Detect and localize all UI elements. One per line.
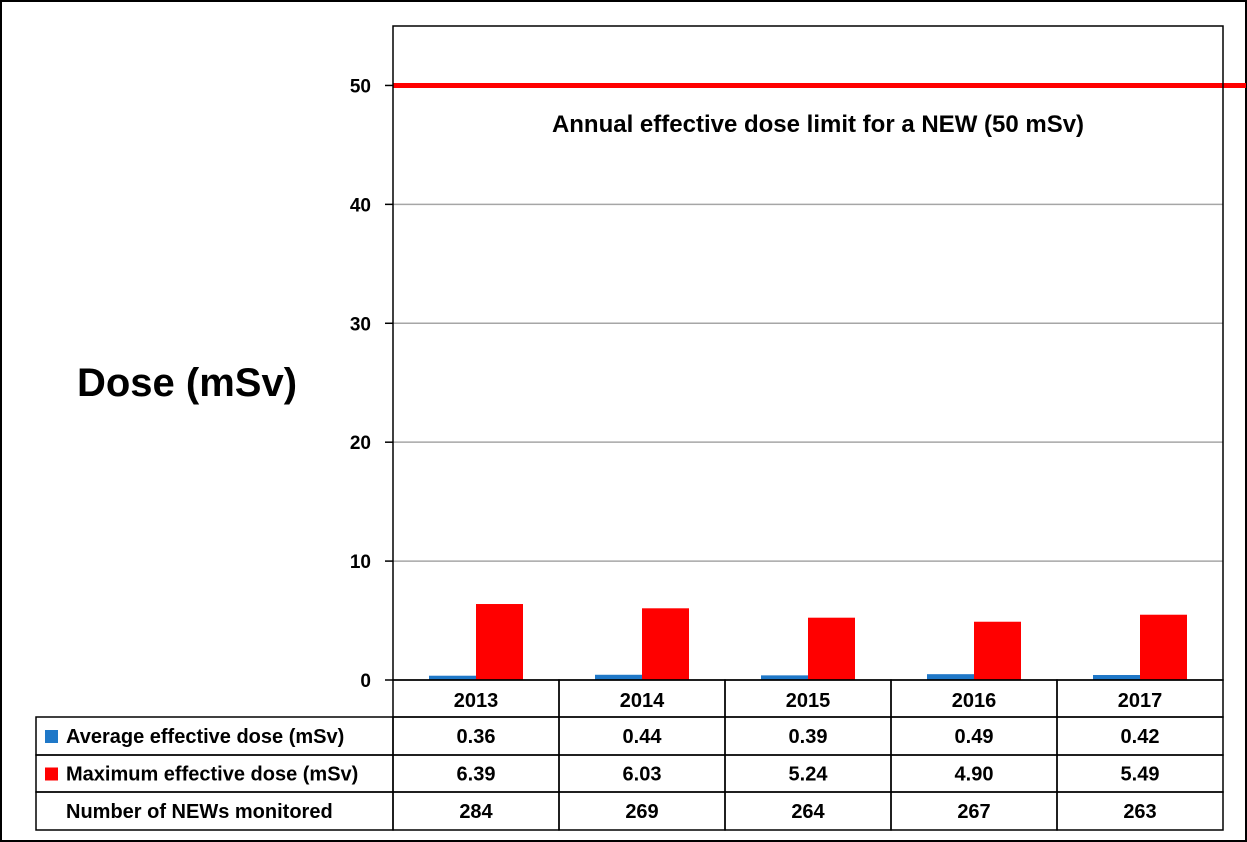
y-axis-label: Dose (mSv) [77,361,297,405]
y-tick-label: 0 [360,671,371,692]
x-tick-label: 2014 [620,690,665,712]
data-label: 0.36 [457,726,496,748]
y-tick-label: 50 [350,76,371,97]
data-label: 267 [957,801,990,823]
legend-label: Average effective dose (mSv) [66,726,344,748]
data-label: 5.49 [1121,764,1160,786]
bar-average [429,675,476,680]
y-tick-label: 30 [350,314,371,335]
table-cell [1056,791,1224,831]
y-tick-label: 10 [350,552,371,573]
data-label: 263 [1123,801,1156,823]
x-tick-label: 2013 [454,690,499,712]
bar-average [1093,675,1140,680]
bar-average [761,675,808,680]
data-label: 264 [791,801,825,823]
data-label: 4.90 [955,764,994,786]
x-tick-label: 2015 [786,690,831,712]
data-label: 269 [625,801,658,823]
data-label: 6.03 [623,764,662,786]
x-tick-label: 2016 [952,690,997,712]
data-label: 0.44 [623,726,663,748]
data-label: 0.39 [789,726,828,748]
legend-swatch [45,730,58,743]
data-label: 5.24 [789,764,829,786]
bar-maximum [974,621,1021,680]
y-tick-label: 20 [350,433,371,454]
data-label: 0.49 [955,726,994,748]
bar-maximum [1140,614,1187,680]
bar-maximum [476,604,523,680]
bar-average [927,674,974,680]
legend-label: Number of NEWs monitored [66,801,333,823]
data-label: 0.42 [1121,726,1160,748]
bar-average [595,674,642,680]
bar-maximum [642,608,689,680]
dose-limit-label: Annual effective dose limit for a NEW (5… [552,111,1084,138]
y-tick-label: 40 [350,195,371,216]
x-tick-label: 2017 [1118,690,1163,712]
data-label: 6.39 [457,764,496,786]
legend-label: Maximum effective dose (mSv) [66,764,358,786]
data-label: 284 [459,801,493,823]
bar-maximum [808,617,855,680]
legend-swatch [45,767,58,781]
